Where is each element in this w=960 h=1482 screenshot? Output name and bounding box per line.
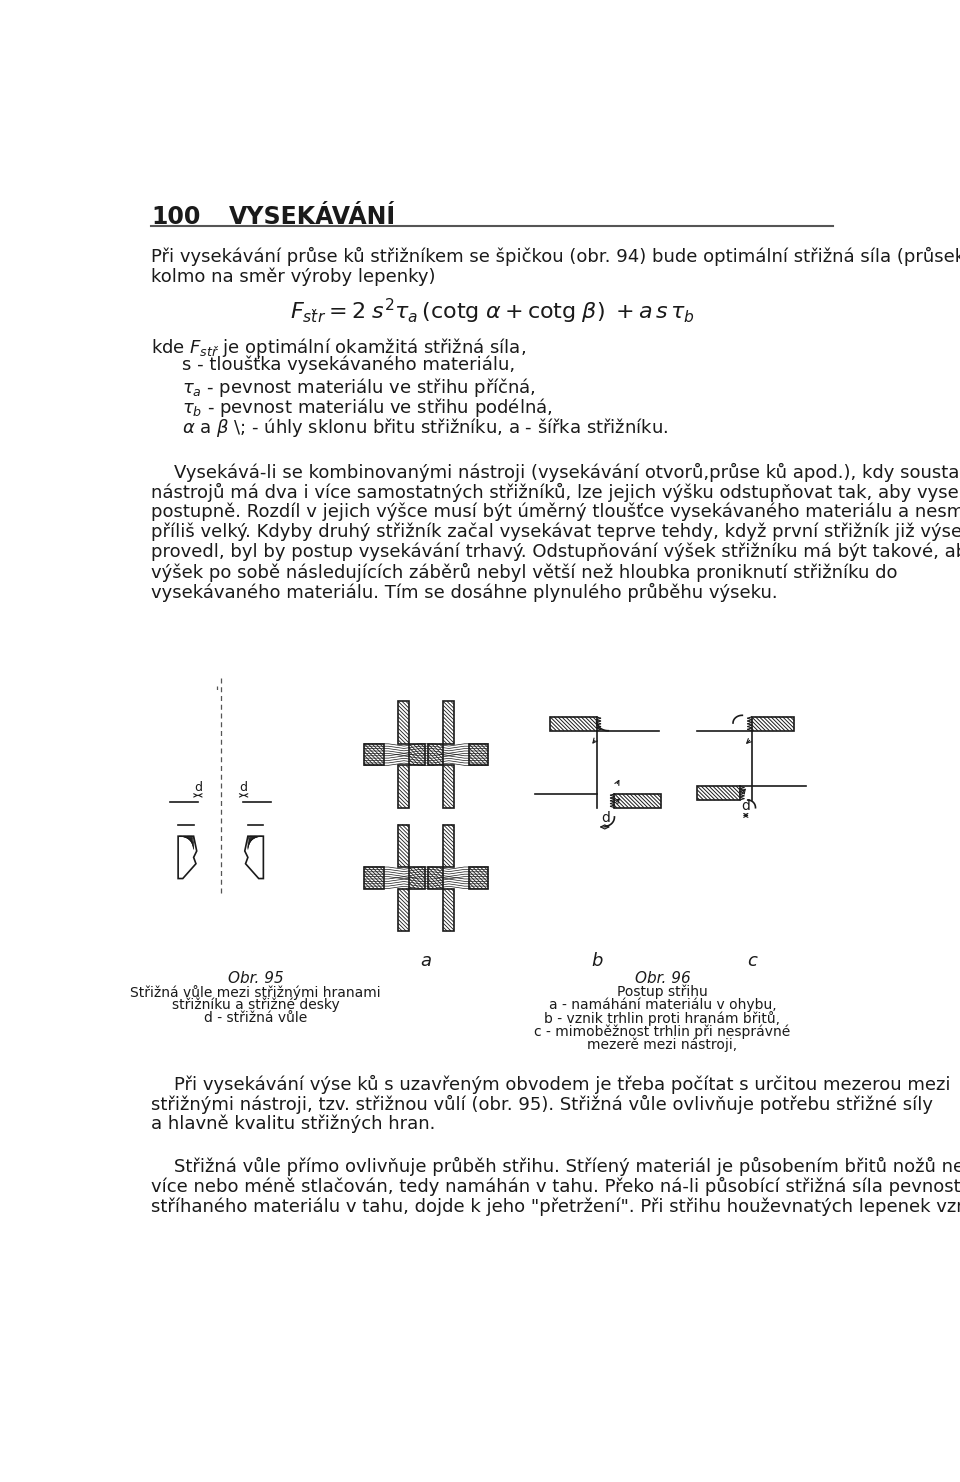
Text: Střižná vůle mezi střižnými hranami: Střižná vůle mezi střižnými hranami [131,986,381,1000]
Text: Střižná vůle přímo ovlivňuje průběh střihu. Stříený materiál je působením břitů : Střižná vůle přímo ovlivňuje průběh stři… [151,1157,960,1177]
Bar [697,785,740,800]
Text: d: d [240,781,248,794]
Bar [243,802,271,823]
Text: více nebo méně stlačován, tedy namáhán v tahu. Překo ná-li působící střižná síla: více nebo méně stlačován, tedy namáhán v… [151,1177,960,1196]
Text: s - tloušťka vysekávaného materiálu,: s - tloušťka vysekávaného materiálu, [182,356,516,375]
Bar [231,797,267,821]
Text: Při vysekávání výse ků s uzavřeným obvodem je třeba počítat s určitou mezerou me: Při vysekávání výse ků s uzavřeným obvod… [151,1074,950,1094]
Text: c: c [747,951,756,969]
Text: a: a [420,951,432,969]
Text: Při vysekávání průse ků střižníkem se špičkou (obr. 94) bude optimální střižná s: Při vysekávání průse ků střižníkem se šp… [151,247,960,267]
Bar [427,744,444,765]
Text: d: d [601,811,610,824]
Bar [364,867,383,889]
Text: Obr. 95: Obr. 95 [228,971,283,986]
Bar [409,744,424,765]
Bar [468,867,488,889]
Text: a hlavně kvalitu střižných hran.: a hlavně kvalitu střižných hran. [151,1114,436,1134]
Bar [444,765,454,808]
Polygon shape [179,836,197,879]
Text: stříhaného materiálu v tahu, dojde k jeho "přetržení". Při střihu houževnatých l: stříhaného materiálu v tahu, dojde k jeh… [151,1197,960,1215]
Text: d: d [194,781,202,794]
Bar [427,867,444,889]
Text: d: d [741,799,751,814]
Text: nástrojů má dva i více samostatných střižníků, lze jejich výšku odstupňovat tak,: nástrojů má dva i více samostatných stři… [151,483,960,502]
Text: VYSEKÁVÁNÍ: VYSEKÁVÁNÍ [228,205,396,228]
Text: kolmo na směr výroby lepenky): kolmo na směr výroby lepenky) [151,267,436,286]
Text: postupně. Rozdíl v jejich výšce musí být úměrný tloušťce vysekávaného materiálu : postupně. Rozdíl v jejich výšce musí být… [151,502,960,522]
Bar [398,824,409,867]
Text: Postup střihu: Postup střihu [617,986,708,999]
Text: střižníku a střižné desky: střižníku a střižné desky [172,997,340,1012]
Text: $F_{st\check{r}} = 2 \; s^2\tau_a\,(\mathrm{cotg}\;\alpha + \mathrm{cotg}\;\beta: $F_{st\check{r}} = 2 \; s^2\tau_a\,(\mat… [290,298,694,326]
Text: kde $F_{stř}$ je optimální okamžitá střižná síla,: kde $F_{stř}$ je optimální okamžitá stři… [151,336,526,359]
Text: příliš velký. Kdyby druhý střižník začal vysekávat teprve tehdy, když první stři: příliš velký. Kdyby druhý střižník začal… [151,523,960,541]
Bar [364,744,383,765]
Text: Vysekává-li se kombinovanými nástroji (vysekávání otvorů,průse ků apod.), kdy so: Vysekává-li se kombinovanými nástroji (v… [151,462,960,482]
Bar [166,797,203,821]
Text: b: b [591,951,602,969]
Text: b - vznik trhlin proti hranám břitů,: b - vznik trhlin proti hranám břitů, [544,1011,780,1026]
Bar [444,701,454,744]
Bar [198,694,244,802]
Text: Obr. 96: Obr. 96 [635,971,690,986]
Text: provedl, byl by postup vysekávání trhavý. Odstupňování výšek střižníku má být ta: provedl, byl by postup vysekávání trhavý… [151,542,960,562]
Text: vysekávaného materiálu. Tím se dosáhne plynulého průběhu výseku.: vysekávaného materiálu. Tím se dosáhne p… [151,582,778,602]
Text: 100: 100 [151,205,201,228]
Bar [248,824,263,836]
Bar [468,744,488,765]
Polygon shape [245,836,263,879]
Bar [170,802,199,823]
Bar [398,765,409,808]
Text: mezerě mezi nástroji,: mezerě mezi nástroji, [588,1037,737,1052]
Bar [194,701,240,794]
Text: a - namáhání materiálu v ohybu,: a - namáhání materiálu v ohybu, [549,997,777,1012]
Text: $\alpha$ a $\beta$ \; - úhly sklonu břitu střižníku, a - šířka střižníku.: $\alpha$ a $\beta$ \; - úhly sklonu břit… [182,416,668,439]
Bar [550,717,596,731]
Bar [409,867,424,889]
Text: c - mimoběžnost trhlin při nesprávné: c - mimoběžnost trhlin při nesprávné [535,1024,791,1039]
Bar [752,717,794,731]
Text: střižnými nástroji, tzv. střižnou vůlí (obr. 95). Střižná vůle ovlivňuje potřebu: střižnými nástroji, tzv. střižnou vůlí (… [151,1095,933,1114]
Text: $\tau_b$ - pevnost materiálu ve střihu podélná,: $\tau_b$ - pevnost materiálu ve střihu p… [182,396,552,419]
Bar [398,701,409,744]
Text: d - střižná vůle: d - střižná vůle [204,1011,307,1026]
Text: výšek po sobě následujících záběrů nebyl větší než hloubka proniknutí střižníku : výšek po sobě následujících záběrů nebyl… [151,563,898,582]
Bar [398,889,409,931]
Bar [444,889,454,931]
Bar [135,691,322,951]
Text: $\tau_a$ - pevnost materiálu ve střihu příčná,: $\tau_a$ - pevnost materiálu ve střihu p… [182,376,536,399]
Bar [614,794,660,808]
Bar [179,824,194,836]
Bar [444,824,454,867]
